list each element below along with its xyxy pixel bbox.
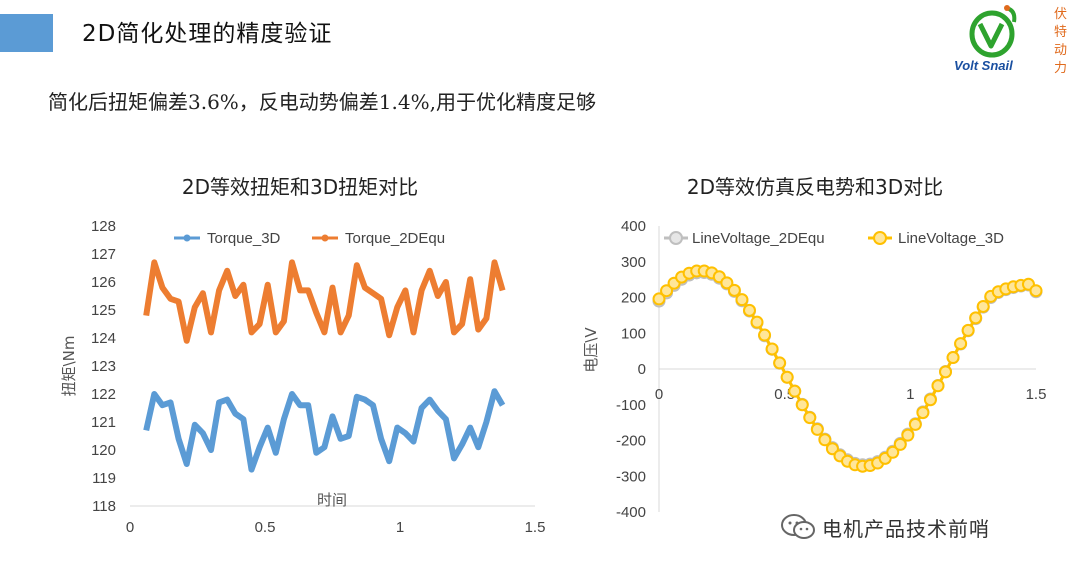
data-point	[803, 411, 817, 425]
data-point	[652, 292, 666, 306]
data-point	[901, 428, 915, 442]
data-point	[969, 311, 983, 325]
y-tick-label: 100	[621, 325, 646, 342]
y-tick-label: -100	[616, 397, 646, 414]
data-point	[954, 337, 968, 351]
slide-subtitle: 简化后扭矩偏差3.6%，反电动势偏差1.4%,用于优化精度足够	[48, 90, 596, 114]
data-point	[908, 417, 922, 431]
data-point	[788, 384, 802, 398]
legend-marker	[321, 234, 329, 242]
y-tick-label: 127	[91, 246, 116, 263]
chart-title: 2D等效扭矩和3D扭矩对比	[182, 175, 418, 199]
logo-vertical-char: 特	[1054, 25, 1067, 40]
data-point	[976, 299, 990, 313]
y-tick-label: 118	[92, 498, 116, 515]
series-line-torque-3d	[143, 388, 506, 473]
y-tick-label: -400	[616, 504, 646, 521]
chart-title: 2D等效仿真反电势和3D对比	[687, 175, 943, 199]
data-point	[750, 315, 764, 329]
y-tick-label: -300	[616, 468, 646, 485]
legend-marker	[183, 234, 191, 242]
data-point	[758, 328, 772, 342]
series-line-torque-2dequ	[143, 259, 506, 344]
logo-mark	[969, 5, 1017, 58]
data-point	[939, 365, 953, 379]
legend-marker	[873, 231, 887, 245]
data-point	[720, 276, 734, 290]
y-tick-label: 123	[91, 358, 116, 375]
x-tick-label: 1	[906, 386, 914, 403]
logo-brand-text: Volt Snail	[954, 58, 1013, 73]
data-point	[946, 351, 960, 365]
y-tick-label: 0	[638, 361, 646, 378]
data-point	[660, 284, 674, 298]
data-point	[825, 442, 839, 456]
y-tick-label: 120	[91, 442, 116, 459]
data-point	[742, 303, 756, 317]
volt-snail-logo: Volt Snail 伏 特 动 力	[954, 5, 1067, 76]
logo-vertical-char: 力	[1054, 61, 1067, 76]
y-tick-label: 200	[621, 290, 646, 307]
legend-marker	[669, 231, 683, 245]
data-point	[886, 445, 900, 459]
y-tick-label: 126	[91, 274, 116, 291]
data-point	[931, 379, 945, 393]
y-tick-label: 121	[91, 414, 116, 431]
y-tick-label: 119	[92, 470, 116, 487]
y-tick-label: 128	[91, 218, 116, 235]
y-tick-label: 300	[621, 254, 646, 271]
title-accent-bar	[0, 14, 53, 52]
data-point	[923, 393, 937, 407]
x-tick-label: 1.5	[1026, 386, 1047, 403]
data-point	[795, 398, 809, 412]
data-point	[818, 433, 832, 447]
data-point	[765, 342, 779, 356]
y-tick-label: 125	[91, 302, 116, 319]
data-point	[916, 406, 930, 420]
data-point	[780, 370, 794, 384]
data-point	[810, 422, 824, 436]
data-point	[1029, 284, 1043, 298]
logo-vertical-char: 伏	[1054, 7, 1067, 22]
slide-title: 2D简化处理的精度验证	[82, 21, 333, 47]
x-tick-label: 0	[655, 386, 663, 403]
legend: Torque_3D Torque_2DEqu	[174, 230, 445, 247]
x-tick-label: 0.5	[255, 519, 276, 536]
data-point	[735, 293, 749, 307]
legend-label: LineVoltage_3D	[898, 230, 1004, 247]
data-point	[961, 323, 975, 337]
data-point	[773, 356, 787, 370]
x-axis-label: 时间	[317, 491, 347, 509]
data-point	[893, 437, 907, 451]
y-axis-label: 扭矩\Nm	[60, 336, 78, 397]
watermark-text: 电机产品技术前哨	[822, 516, 990, 541]
x-tick-label: 0	[126, 519, 134, 536]
legend-label: LineVoltage_2DEqu	[692, 230, 825, 247]
logo-vertical-char: 动	[1054, 43, 1067, 58]
legend-label: Torque_2DEqu	[345, 230, 445, 247]
data-point	[727, 283, 741, 297]
x-tick-label: 1	[396, 519, 404, 536]
y-tick-label: 122	[91, 386, 116, 403]
wechat-watermark: 电机产品技术前哨	[780, 512, 990, 542]
legend: LineVoltage_2DEqu LineVoltage_3D	[664, 230, 1004, 247]
wechat-icon	[781, 514, 815, 539]
legend-label: Torque_3D	[207, 230, 281, 247]
y-tick-label: -200	[616, 433, 646, 450]
y-tick-label: 400	[621, 218, 646, 235]
y-tick-label: 124	[91, 330, 116, 347]
x-tick-label: 1.5	[525, 519, 546, 536]
y-axis-label: 电压\V	[582, 327, 600, 373]
